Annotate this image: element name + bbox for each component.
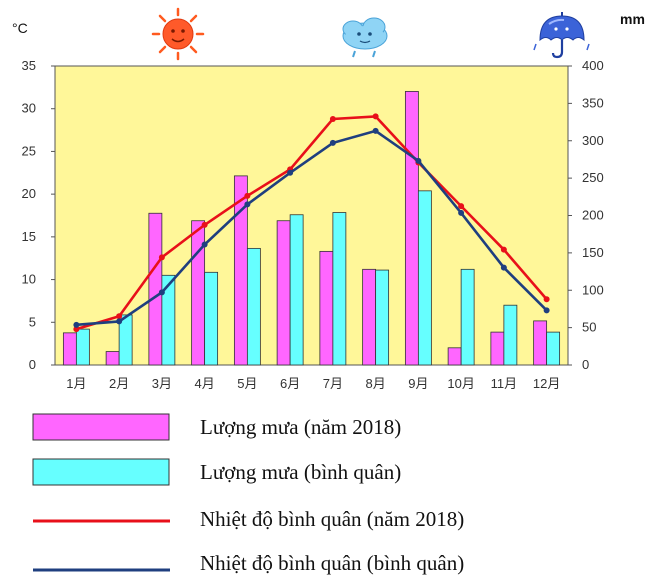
bar-rain-2018 — [148, 212, 163, 366]
left-axis: 0 5 10 15 20 25 30 35 — [22, 58, 55, 372]
legend-swatch-rain-avg — [32, 458, 170, 486]
bar-rain-avg — [161, 274, 176, 366]
x-axis-tick-label: 3月 — [152, 376, 172, 391]
point-temp-avg — [415, 157, 422, 164]
x-axis-tick-label: 11月 — [491, 376, 518, 391]
bar-rain-2018 — [404, 91, 419, 366]
right-axis-tick-label: 50 — [582, 320, 596, 335]
bar-rain-2018 — [362, 268, 377, 366]
bar-rain-avg — [246, 247, 261, 366]
bar-rain-2018 — [276, 220, 291, 366]
right-axis: 0 50 100 150 200 250 300 350 400 — [568, 58, 604, 372]
x-axis-tick-label: 8月 — [366, 376, 386, 391]
point-temp-avg — [543, 307, 550, 314]
bar-rain-2018 — [62, 332, 77, 366]
point-temp-avg — [158, 289, 165, 296]
point-temp-avg — [201, 241, 208, 248]
left-axis-tick-label: 10 — [22, 272, 36, 287]
cloud-icon — [342, 17, 388, 58]
bar-rain-2018 — [490, 331, 505, 366]
x-axis-tick-label: 2月 — [109, 376, 129, 391]
x-axis-tick-label: 12月 — [533, 376, 560, 391]
legend-label-temp-2018: Nhiệt độ bình quân (năm 2018) — [200, 507, 464, 531]
point-temp-2018 — [158, 254, 165, 261]
bar-rain-avg — [75, 328, 90, 366]
right-axis-tick-label: 350 — [582, 95, 604, 110]
bar-rain-avg — [289, 214, 304, 366]
right-axis-unit: mm — [620, 11, 645, 27]
point-temp-avg — [287, 169, 294, 176]
left-axis-tick-label: 5 — [29, 314, 36, 329]
point-temp-2018 — [500, 246, 507, 253]
bar-rain-avg — [417, 190, 432, 366]
point-temp-avg — [372, 127, 379, 134]
left-axis-tick-label: 30 — [22, 101, 36, 116]
point-temp-2018 — [244, 192, 251, 199]
bar-rain-2018 — [105, 351, 120, 366]
left-axis-tick-label: 0 — [29, 357, 36, 372]
right-axis-tick-label: 150 — [582, 245, 604, 260]
bar-rain-avg — [375, 269, 390, 366]
left-axis-tick-label: 20 — [22, 186, 36, 201]
point-temp-avg — [73, 321, 80, 328]
right-axis-tick-label: 100 — [582, 282, 604, 297]
bar-rain-2018 — [447, 347, 462, 366]
x-axis-tick-label: 7月 — [323, 376, 343, 391]
left-axis-unit: °C — [12, 20, 28, 36]
point-temp-avg — [244, 201, 251, 208]
point-temp-2018 — [201, 221, 208, 228]
sun-icon — [151, 7, 205, 61]
bar-rain-avg — [332, 212, 347, 366]
legend: Lượng mưa (năm 2018) Lượng mưa (bình quâ… — [32, 413, 464, 575]
bar-rain-avg — [503, 304, 518, 366]
bar-rain-2018 — [533, 320, 548, 366]
point-temp-2018 — [543, 296, 550, 303]
line-temp-avg — [76, 129, 548, 327]
right-axis-tick-label: 250 — [582, 170, 604, 185]
line-temp-2018 — [76, 115, 548, 331]
line-series — [73, 113, 550, 333]
right-axis-tick-label: 300 — [582, 133, 604, 148]
bar-rain-avg — [460, 268, 475, 366]
left-axis-tick-label: 15 — [22, 229, 36, 244]
point-temp-2018 — [372, 113, 379, 120]
left-axis-tick-label: 25 — [22, 143, 36, 158]
point-temp-avg — [116, 318, 123, 325]
x-axis-tick-label: 4月 — [195, 376, 215, 391]
point-temp-2018 — [458, 203, 465, 210]
point-temp-avg — [500, 264, 507, 271]
right-axis-tick-label: 0 — [582, 357, 589, 372]
legend-swatch-rain-2018 — [32, 413, 170, 441]
x-axis-tick-label: 1月 — [66, 376, 86, 391]
right-axis-tick-label: 400 — [582, 58, 604, 73]
umbrella-icon — [533, 12, 590, 59]
point-temp-2018 — [116, 313, 123, 320]
point-temp-2018 — [329, 115, 336, 122]
legend-label-rain-avg: Lượng mưa (bình quân) — [200, 460, 401, 484]
plot-area — [54, 65, 569, 366]
bar-rain-avg — [204, 271, 219, 366]
x-axis-tick-label: 5月 — [237, 376, 257, 391]
bar-rain-avg — [546, 331, 561, 366]
x-axis-tick-label: 10月 — [447, 376, 474, 391]
point-temp-avg — [329, 139, 336, 146]
right-axis-tick-label: 200 — [582, 208, 604, 223]
left-axis-tick-label: 35 — [22, 58, 36, 73]
legend-label-rain-2018: Lượng mưa (năm 2018) — [200, 415, 401, 439]
x-axis: 1月 2月 3月 4月 5月 6月 7月 8月 9月 10月 11月 12月 — [66, 376, 560, 391]
x-axis-tick-label: 9月 — [408, 376, 428, 391]
legend-label-temp-avg: Nhiệt độ bình quân (bình quân) — [200, 551, 464, 575]
point-temp-2018 — [73, 326, 80, 333]
bar-rain-2018 — [319, 250, 334, 366]
bar-rain-avg — [118, 314, 133, 366]
point-temp-avg — [458, 209, 465, 216]
x-axis-tick-label: 6月 — [280, 376, 300, 391]
